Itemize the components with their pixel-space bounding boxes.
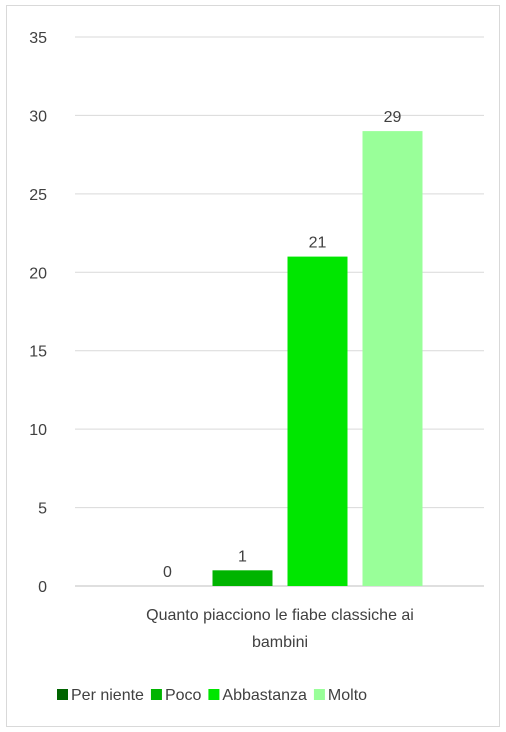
- data-label: 21: [309, 235, 327, 252]
- y-tick-label: 30: [29, 108, 47, 125]
- data-label: 29: [384, 109, 402, 126]
- y-tick-label: 35: [29, 30, 47, 47]
- legend-swatch: [150, 689, 162, 700]
- y-tick-label: 0: [38, 579, 47, 596]
- x-axis-label: bambini: [252, 634, 308, 651]
- bar: [212, 570, 273, 586]
- y-tick-label: 20: [29, 265, 47, 282]
- data-label: 1: [238, 548, 247, 565]
- legend-swatch: [313, 689, 325, 700]
- y-tick-label: 5: [38, 501, 47, 518]
- bar: [362, 131, 423, 586]
- y-tick-label: 15: [29, 344, 47, 361]
- y-tick-label: 25: [29, 187, 47, 204]
- y-tick-label: 10: [29, 422, 47, 439]
- legend-label: Abbastanza: [222, 687, 307, 704]
- legend-label: Poco: [165, 687, 202, 704]
- bar: [287, 256, 348, 586]
- legend-label: Per niente: [71, 687, 144, 704]
- legend-label: Molto: [328, 687, 367, 704]
- legend-swatch: [208, 689, 220, 700]
- data-label: 0: [163, 564, 172, 581]
- legend-swatch: [57, 689, 68, 700]
- x-axis-label: Quanto piacciono le fiabe classiche ai: [146, 607, 414, 624]
